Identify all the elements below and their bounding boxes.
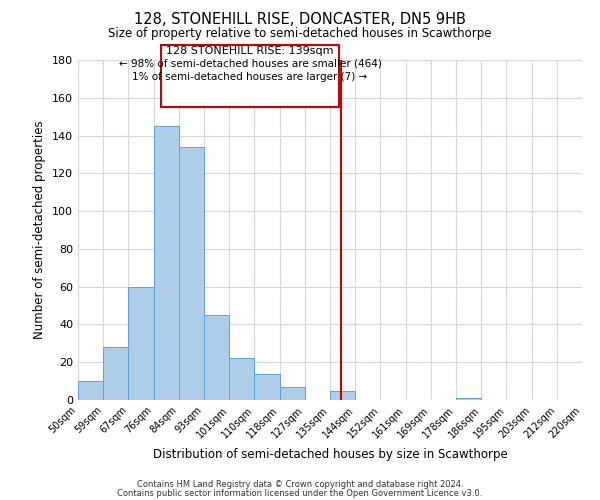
Text: 128, STONEHILL RISE, DONCASTER, DN5 9HB: 128, STONEHILL RISE, DONCASTER, DN5 9HB xyxy=(134,12,466,28)
Bar xyxy=(103,347,128,400)
Bar xyxy=(78,381,103,400)
Text: Contains HM Land Registry data © Crown copyright and database right 2024.: Contains HM Land Registry data © Crown c… xyxy=(137,480,463,489)
Bar xyxy=(456,398,481,400)
Text: ← 98% of semi-detached houses are smaller (464): ← 98% of semi-detached houses are smalle… xyxy=(119,59,382,69)
Bar xyxy=(179,147,204,400)
Bar xyxy=(254,374,280,400)
Text: 128 STONEHILL RISE: 139sqm: 128 STONEHILL RISE: 139sqm xyxy=(166,46,334,56)
FancyBboxPatch shape xyxy=(161,45,339,107)
Bar xyxy=(128,286,154,400)
Bar xyxy=(204,315,229,400)
Text: Contains public sector information licensed under the Open Government Licence v3: Contains public sector information licen… xyxy=(118,488,482,498)
Text: Size of property relative to semi-detached houses in Scawthorpe: Size of property relative to semi-detach… xyxy=(108,28,492,40)
Bar xyxy=(330,390,355,400)
Bar xyxy=(229,358,254,400)
Bar xyxy=(154,126,179,400)
Y-axis label: Number of semi-detached properties: Number of semi-detached properties xyxy=(34,120,46,340)
X-axis label: Distribution of semi-detached houses by size in Scawthorpe: Distribution of semi-detached houses by … xyxy=(152,448,508,461)
Bar xyxy=(280,387,305,400)
Text: 1% of semi-detached houses are larger (7) →: 1% of semi-detached houses are larger (7… xyxy=(133,72,368,82)
